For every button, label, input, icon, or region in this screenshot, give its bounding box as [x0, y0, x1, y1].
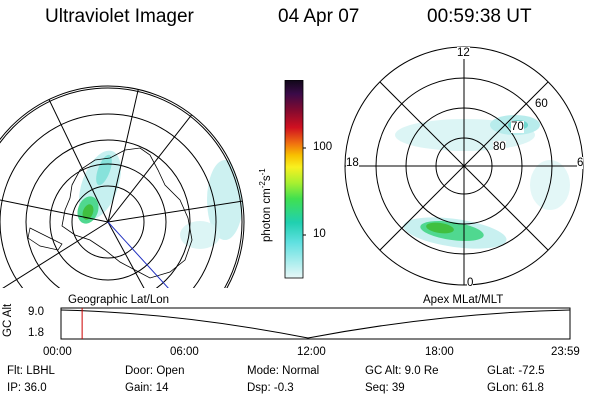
info-glon: GLon: 61.8 — [487, 382, 544, 394]
timeline-axis-title: GC Alt — [2, 303, 14, 337]
mlt-label-6: 6 — [577, 157, 584, 169]
mlat-label-80: 80 — [493, 141, 506, 153]
mlt-label-12: 12 — [457, 47, 470, 59]
time-label: 00:59:38 UT — [427, 6, 532, 27]
info-seq: Seq: 39 — [365, 382, 405, 394]
apex-polar-plot — [344, 46, 584, 286]
colorbar-tick-100: 100 — [313, 141, 333, 153]
orbit-timeline[interactable] — [60, 307, 572, 341]
colorbar-tick-10: 10 — [313, 228, 326, 240]
timeline-xtick-1800: 18:00 — [425, 346, 454, 358]
colorbar — [284, 80, 306, 279]
altitude-curve — [60, 309, 571, 339]
colorbar-label: photon cm-2s-1 — [258, 168, 273, 242]
mlt-label-0: 0 — [467, 277, 474, 289]
timeline-xtick-0000: 00:00 — [43, 346, 72, 358]
timeline-ytick-low: 1.8 — [28, 327, 44, 339]
info-mode: Mode: Normal — [247, 365, 320, 377]
info-door: Door: Open — [125, 365, 185, 377]
timeline-ytick-high: 9.0 — [28, 306, 44, 318]
instrument-title: Ultraviolet Imager — [45, 6, 194, 27]
left-panel-caption: Geographic Lat/Lon — [68, 294, 170, 306]
date-label: 04 Apr 07 — [278, 6, 360, 27]
mlt-label-18: 18 — [346, 157, 359, 169]
info-glat: GLat: -72.5 — [487, 365, 545, 377]
info-dsp: Dsp: -0.3 — [247, 382, 294, 394]
timeline-xtick-2359: 23:59 — [551, 346, 580, 358]
timeline-xtick-1200: 12:00 — [297, 346, 326, 358]
info-gc-alt: GC Alt: 9.0 Re — [365, 365, 439, 377]
geographic-map — [0, 85, 245, 288]
info-gain: Gain: 14 — [125, 382, 169, 394]
timeline-xtick-0600: 06:00 — [170, 346, 199, 358]
mlat-label-60: 60 — [535, 98, 548, 110]
right-panel-caption: Apex MLat/MLT — [423, 294, 504, 306]
info-filter: Flt: LBHL — [7, 365, 55, 377]
info-ip: IP: 36.0 — [7, 382, 47, 394]
mlat-label-70: 70 — [511, 121, 524, 133]
